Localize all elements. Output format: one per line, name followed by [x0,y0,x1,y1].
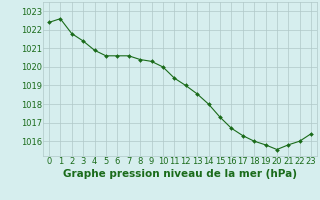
X-axis label: Graphe pression niveau de la mer (hPa): Graphe pression niveau de la mer (hPa) [63,169,297,179]
